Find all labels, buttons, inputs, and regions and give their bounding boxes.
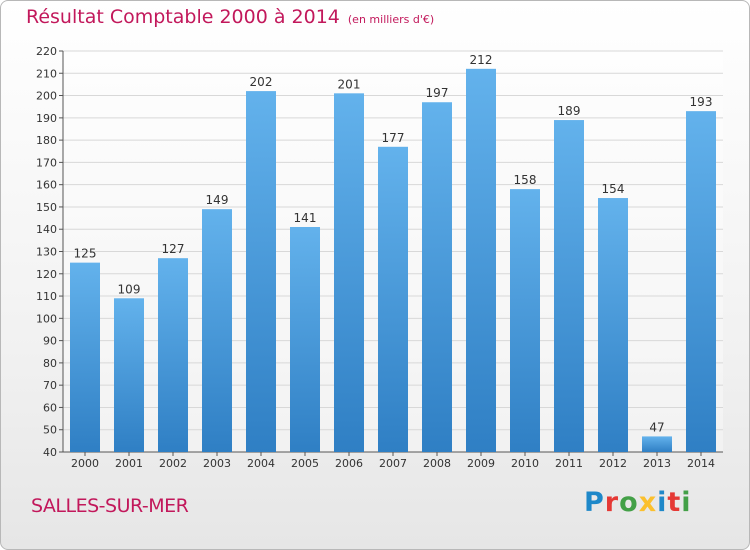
x-tick-label: 2005 <box>291 457 319 470</box>
bar <box>422 102 452 452</box>
y-tick-label: 170 <box>36 156 57 169</box>
bar-value-label: 149 <box>206 193 229 207</box>
bar-value-label: 109 <box>118 282 141 296</box>
logo-letter: P <box>584 487 605 518</box>
bar <box>114 298 144 452</box>
y-tick-label: 120 <box>36 268 57 281</box>
chart-title: Résultat Comptable 2000 à 2014 (en millie… <box>26 6 434 28</box>
y-tick-label: 70 <box>43 379 57 392</box>
bar <box>466 68 496 453</box>
x-tick-label: 2009 <box>467 457 495 470</box>
y-tick-label: 150 <box>36 201 57 214</box>
logo-letter: i <box>657 487 668 518</box>
y-tick-label: 130 <box>36 246 57 259</box>
logo-letter: t <box>667 487 682 518</box>
y-tick-label: 180 <box>36 134 57 147</box>
y-tick-label: 160 <box>36 179 57 192</box>
y-tick-label: 40 <box>43 446 57 459</box>
bar-value-label: 189 <box>558 104 581 118</box>
chart-title-text: Résultat Comptable 2000 à 2014 <box>26 6 340 28</box>
bar-value-label: 201 <box>338 77 361 91</box>
x-tick-label: 2000 <box>71 457 99 470</box>
bars <box>70 68 716 453</box>
proxiti-logo: Proxiti <box>584 487 692 518</box>
bar-value-label: 158 <box>514 173 537 187</box>
y-tick-label: 100 <box>36 312 57 325</box>
logo-letter: x <box>638 487 658 518</box>
bar-value-label: 193 <box>690 95 713 109</box>
x-tick-label: 2001 <box>115 457 143 470</box>
x-tick-label: 2014 <box>687 457 715 470</box>
logo-letter: i <box>681 487 692 518</box>
x-tick-label: 2003 <box>203 457 231 470</box>
bar-value-label: 47 <box>649 420 664 434</box>
y-tick-label: 190 <box>36 112 57 125</box>
bar <box>202 209 232 452</box>
place-name: SALLES-SUR-MER <box>31 495 189 517</box>
bar <box>70 262 100 452</box>
bar <box>510 189 540 452</box>
bar <box>554 120 584 453</box>
labels: 40 50 60 70 80 90 100 110 120 130 140 150 160 170 180 1… <box>36 45 715 470</box>
bar <box>290 226 320 452</box>
bar <box>246 91 276 452</box>
logo-letter: o <box>619 487 639 518</box>
y-tick-label: 50 <box>43 424 57 437</box>
bar <box>158 258 188 452</box>
x-tick-label: 2006 <box>335 457 363 470</box>
y-tick-label: 90 <box>43 335 57 348</box>
bar <box>686 111 716 453</box>
x-tick-label: 2011 <box>555 457 583 470</box>
y-tick-label: 220 <box>36 45 57 58</box>
y-tick-label: 140 <box>36 223 57 236</box>
bar <box>334 93 364 453</box>
x-tick-label: 2004 <box>247 457 275 470</box>
bar-value-label: 197 <box>426 86 449 100</box>
logo-letter: r <box>604 487 620 518</box>
bar-value-label: 202 <box>250 75 273 89</box>
chart-unit: (en milliers d'€) <box>347 13 435 26</box>
bar <box>642 436 672 452</box>
x-tick-label: 2002 <box>159 457 187 470</box>
y-tick-label: 60 <box>43 401 57 414</box>
bar-value-label: 154 <box>602 182 625 196</box>
x-tick-label: 2008 <box>423 457 451 470</box>
bar <box>598 198 628 452</box>
y-tick-label: 110 <box>36 290 57 303</box>
bar <box>378 146 408 453</box>
y-tick-label: 80 <box>43 357 57 370</box>
x-tick-label: 2012 <box>599 457 627 470</box>
bar-value-label: 125 <box>74 247 97 261</box>
bar-value-label: 212 <box>470 53 493 67</box>
bar-value-label: 127 <box>162 242 185 256</box>
y-tick-label: 200 <box>36 90 57 103</box>
x-tick-label: 2007 <box>379 457 407 470</box>
x-tick-label: 2013 <box>643 457 671 470</box>
x-tick-label: 2010 <box>511 457 539 470</box>
y-tick-label: 210 <box>36 67 57 80</box>
bar-value-label: 141 <box>294 211 317 225</box>
bar-value-label: 177 <box>382 131 405 145</box>
